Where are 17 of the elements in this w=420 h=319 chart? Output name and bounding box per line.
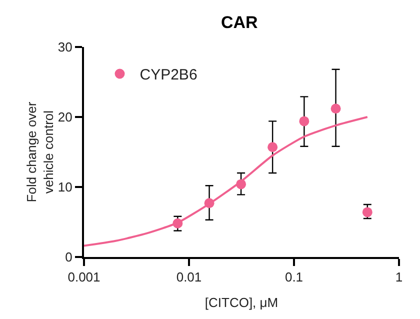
point [362, 207, 372, 218]
point [268, 142, 278, 152]
y-tick-label: 10 [58, 180, 72, 195]
legend-label: CYP2B6 [140, 66, 198, 84]
x-axis-title: [CITCO], μM [204, 295, 278, 310]
y-tick-label: 30 [58, 40, 72, 55]
x-tick-label: 1 [395, 270, 403, 285]
x-tick-label: 0.001 [68, 270, 100, 285]
x-tick-label: 0.01 [176, 270, 202, 285]
y-axis-title: Fold change over vehicle control [24, 101, 56, 202]
y-tick-label: 20 [58, 110, 72, 125]
point [330, 104, 341, 114]
line-series [84, 116, 368, 247]
chart-title: CAR [220, 12, 258, 32]
x-tick-label: 0.1 [284, 270, 304, 285]
y-tick-label: 0 [65, 250, 72, 265]
point [299, 116, 310, 126]
